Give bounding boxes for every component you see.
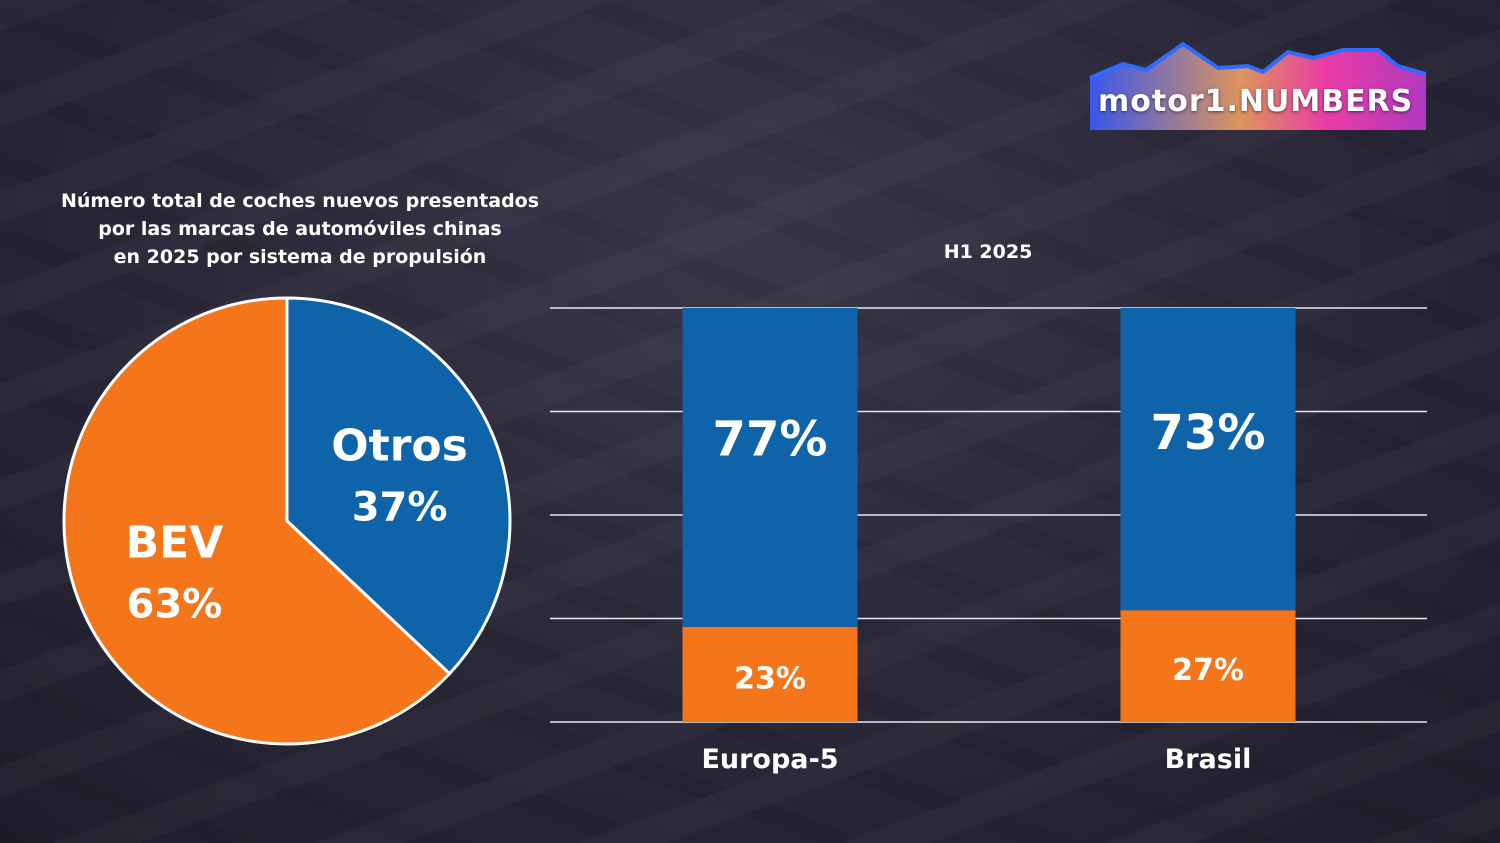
bar-value-label: 23% [734,661,806,696]
x-tick-label: Brasil [1165,744,1252,775]
logo-mountain-graphic [1089,41,1427,130]
x-tick-label: Europa-5 [701,744,838,775]
logo-text: motor1.NUMBERS [1098,84,1414,119]
pie-slice-bev [62,296,452,746]
bar-segment [682,626,858,722]
pie-chart-title: Número total de coches nuevos presentado… [40,187,560,271]
pie-label: BEV [126,518,224,569]
bar-segment [682,308,858,627]
pie-slice-otros [285,296,512,676]
bar-value-label: 73% [1151,405,1266,461]
pie-value-label: 63% [127,582,223,628]
title-line: por las marcas de automóviles chinas [98,218,502,240]
bar-value-label: 27% [1172,653,1244,688]
bar-value-label: 77% [713,412,828,468]
title-line: Número total de coches nuevos presentado… [60,190,540,212]
title-line: en 2025 por sistema de propulsión [113,246,487,268]
pie-label: Otros [331,420,468,471]
bar-segment [1120,610,1296,722]
bar-segment [1120,308,1296,611]
pie-value-label: 37% [352,484,448,530]
bar-chart-title: H1 2025 [943,241,1033,263]
